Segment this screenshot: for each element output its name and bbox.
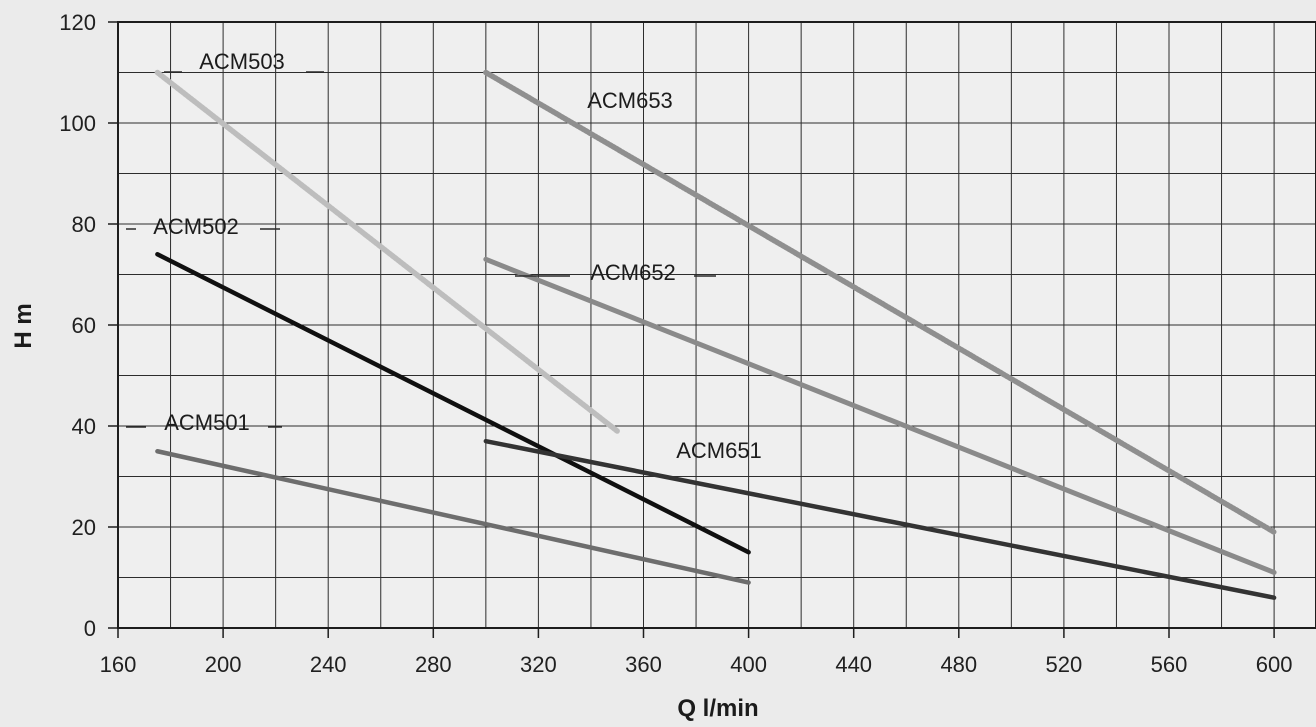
series-acm652-line <box>483 256 1277 575</box>
x-tick-label: 480 <box>940 652 977 677</box>
series-acm651-label: ACM651 <box>676 438 762 463</box>
series-acm501-label: ACM501 <box>164 410 250 435</box>
series-acm503-line <box>154 69 620 434</box>
x-tick-label: 320 <box>520 652 557 677</box>
x-tick-label: 240 <box>310 652 347 677</box>
y-tick-label: 80 <box>72 212 96 237</box>
x-tick-label: 280 <box>415 652 452 677</box>
y-tick-label: 0 <box>84 616 96 641</box>
x-tick-label: 440 <box>835 652 872 677</box>
series-acm502-label: ACM502 <box>153 214 239 239</box>
x-tick-label: 520 <box>1046 652 1083 677</box>
series-labels: ACM503 ACM502 ACM501 ACM653 ACM652 ACM651 <box>126 49 762 463</box>
y-axis-title: H m <box>10 303 37 348</box>
x-tick-label: 560 <box>1151 652 1188 677</box>
x-tick-label: 600 <box>1256 652 1293 677</box>
y-tick-label: 20 <box>72 515 96 540</box>
x-tick-label: 200 <box>205 652 242 677</box>
x-tick-label: 400 <box>730 652 767 677</box>
x-tick-label: 160 <box>100 652 137 677</box>
series-acm501-line <box>155 449 751 585</box>
series-acm503-label: ACM503 <box>199 49 285 74</box>
grid <box>117 21 1316 629</box>
series-lines <box>154 69 1277 600</box>
y-tick-label: 120 <box>59 10 96 35</box>
series-acm653-label: ACM653 <box>587 88 673 113</box>
y-tick-label: 40 <box>72 414 96 439</box>
y-tick-label: 60 <box>72 313 96 338</box>
series-acm653-line <box>483 69 1277 535</box>
series-acm652-label: ACM652 <box>590 260 676 285</box>
axes: 160 200 240 280 320 360 400 440 480 520 560 600 0 20 4… <box>10 10 1316 722</box>
x-tick-label: 360 <box>625 652 662 677</box>
series-acm651-line <box>483 438 1277 600</box>
y-tick-label: 100 <box>59 111 96 136</box>
x-axis-title: Q l/min <box>677 695 758 722</box>
series-acm502-line <box>155 252 751 555</box>
